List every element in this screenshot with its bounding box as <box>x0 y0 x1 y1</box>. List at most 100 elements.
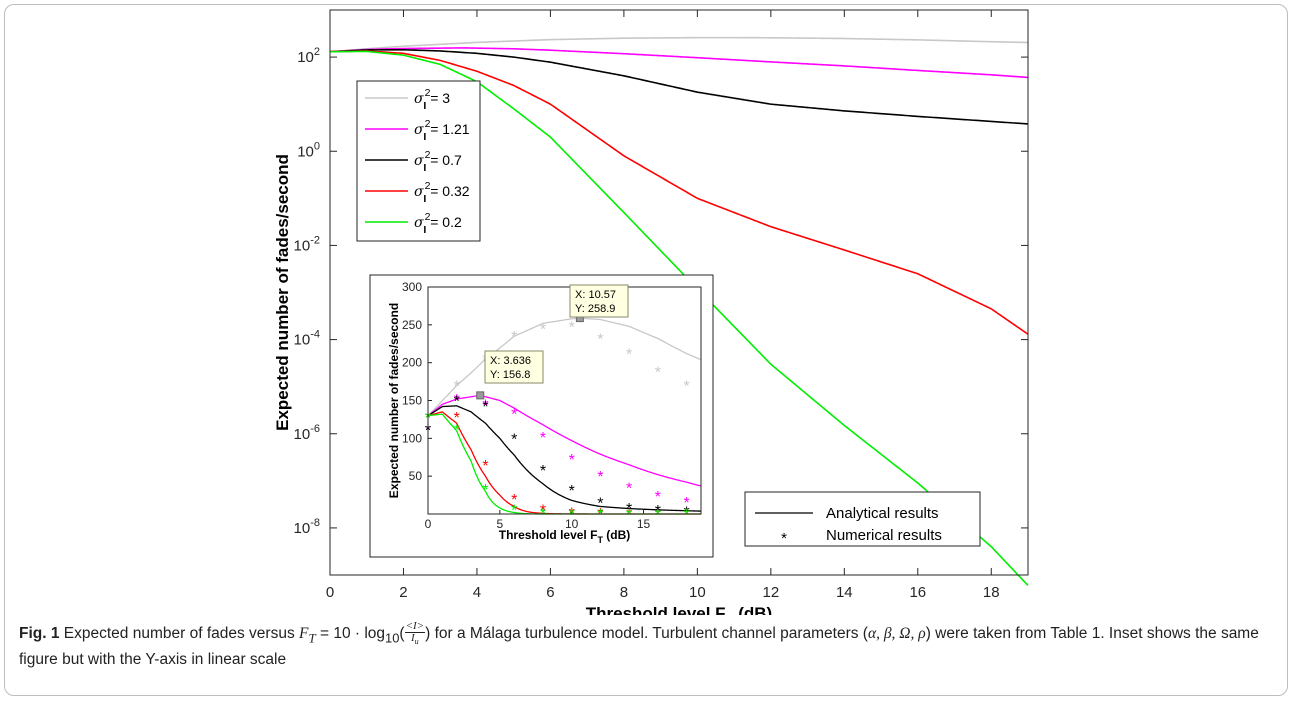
inset-datatip-box <box>569 284 629 318</box>
main-xtick-label: 12 <box>762 584 779 601</box>
inset-numerical-marker: * <box>482 399 488 416</box>
figure-caption: Fig. 1 Expected number of fades versus F… <box>19 620 1259 669</box>
inset-numerical-marker: * <box>626 481 632 498</box>
main-series-line <box>329 36 1029 53</box>
main-legend-box <box>356 80 481 242</box>
caption-label: Fig. 1 <box>19 625 60 643</box>
inset-numerical-marker: * <box>454 392 460 409</box>
inset-numerical-marker: * <box>482 397 488 414</box>
inset-numerical-marker: * <box>597 331 603 348</box>
inset-numerical-marker: * <box>597 469 603 486</box>
inset-datatip-y: Y: 156.8 <box>490 369 530 381</box>
figure-frame: 0 2 4 6 8 10 12 14 16 18 102 100 10-2 10-4 10-6 10-8 Thr… <box>4 4 1288 696</box>
inset-legend-box <box>744 491 981 547</box>
inset-numerical-marker: * <box>597 506 603 523</box>
caption-text-1: Expected number of fades versus <box>59 625 300 643</box>
main-series-line <box>329 47 1029 79</box>
caption-log-sub: 10 <box>385 630 400 646</box>
inset-datatip-x: X: 10.57 <box>575 289 616 301</box>
inset-numerical-marker: * <box>626 501 632 518</box>
main-legend-label: σ2 I = 0.32 <box>414 180 470 205</box>
main-ytick-label: 10-6 <box>294 423 320 443</box>
main-x-axis-label: Threshold level FT (dB) <box>586 604 772 615</box>
inset-datatip-marker <box>476 391 485 400</box>
inset-numerical-marker: * <box>454 410 460 427</box>
caption-frac-num: <I> <box>404 620 426 633</box>
inset-numerical-marker: * <box>569 483 575 500</box>
inset-numerical-marker: * <box>540 502 546 519</box>
caption-fraction: <I> Iu <box>404 620 426 647</box>
inset-xtick-label: 15 <box>637 517 651 531</box>
inset-numerical-marker: * <box>655 365 661 382</box>
main-legend: σ2 I = 3 σ2 I = 1.21 σ2 I = 0.7 σ2 I = 0.32 σ2 I … <box>356 80 481 242</box>
inset-numerical-marker: * <box>569 507 575 524</box>
caption-params: α, β, Ω, ρ <box>867 625 926 643</box>
inset-numerical-marker: * <box>511 502 517 519</box>
inset-datatip-y: Y: 258.9 <box>575 303 615 315</box>
caption-frac-den-sub: u <box>414 637 419 647</box>
inset-datatip-box <box>484 350 544 384</box>
caption-ft-sub: T <box>308 630 316 646</box>
inset-numerical-marker: * <box>684 507 690 524</box>
legend-analytical-label: Analytical results <box>826 505 939 522</box>
inset-xtick-label: 10 <box>565 517 579 531</box>
main-xtick-label: 14 <box>836 584 853 601</box>
inset-numerical-marker: * <box>540 506 546 523</box>
caption-ft: F <box>299 625 309 643</box>
main-ytick-label: 10-4 <box>294 329 320 349</box>
caption-frac-den-wrap: Iu <box>405 633 426 647</box>
inset-numerical-marker: * <box>684 495 690 512</box>
inset-numerical-marker: * <box>540 322 546 339</box>
main-legend-label: σ2 I = 0.7 <box>414 149 462 174</box>
inset-numerical-marker: * <box>454 378 460 395</box>
inset-numerical-marker: * <box>569 319 575 336</box>
inset-numerical-marker: * <box>655 503 661 520</box>
inset-ytick-label: 50 <box>409 469 423 483</box>
inset-axes-box <box>427 286 702 515</box>
inset-xtick-label: 5 <box>496 517 503 531</box>
inset-x-axis-label: Threshold level FT (dB) <box>499 528 631 545</box>
inset-numerical-marker: * <box>540 463 546 480</box>
inset-ytick-label: 150 <box>402 394 422 408</box>
main-axes-box <box>329 9 1029 576</box>
caption-text-4: ) were taken from Table 1. Inset shows t… <box>19 625 1259 669</box>
main-xtick-label: 10 <box>689 584 706 601</box>
figure-canvas: 0 2 4 6 8 10 12 14 16 1810210010-210-410-610-8Thr… <box>273 9 1029 615</box>
inset-numerical-marker: * <box>626 347 632 364</box>
inset-numerical-marker: * <box>569 452 575 469</box>
inset-numerical-marker: * <box>454 394 460 411</box>
inset-numerical-marker: * <box>655 489 661 506</box>
main-xtick-label: 16 <box>909 584 926 601</box>
inset-ytick-label: 100 <box>402 431 422 445</box>
inset-series-line <box>427 317 702 417</box>
caption-text-2: = 10 · log <box>315 625 386 643</box>
main-y-axis-label: Expected number of fades/second <box>273 154 292 431</box>
main-xtick-label: 8 <box>620 584 628 601</box>
main-xtick-label: 2 <box>399 584 407 601</box>
main-ytick-label: 102 <box>297 46 320 66</box>
inset-numerical-marker: * <box>511 492 517 509</box>
inset-datatip-x: X: 3.636 <box>490 355 531 367</box>
main-series-line <box>329 50 1029 586</box>
caption-frac-den: I <box>411 632 415 644</box>
inset-xtick-label: 0 <box>425 517 432 531</box>
main-xtick-label: 0 <box>326 584 334 601</box>
inset-ytick-label: 200 <box>402 356 422 370</box>
inset-numerical-marker: * <box>684 505 690 522</box>
inset-numerical-marker: * <box>511 431 517 448</box>
inset-numerical-marker: * <box>655 507 661 524</box>
main-series-line <box>329 48 1029 125</box>
inset-ytick-label: 250 <box>402 318 422 332</box>
main-xtick-label: 6 <box>546 584 554 601</box>
inset-numerical-marker: * <box>597 507 603 524</box>
main-xtick-label: 4 <box>473 584 481 601</box>
caption-text-3: for a Málaga turbulence model. Turbulent… <box>430 625 868 643</box>
inset-numerical-marker: * <box>626 507 632 524</box>
inset-numerical-marker: * <box>482 482 488 499</box>
inset-series-line <box>427 394 702 487</box>
inset-numerical-marker: * <box>540 430 546 447</box>
inset-numerical-marker: * <box>626 507 632 524</box>
inset-numerical-marker: * <box>597 496 603 513</box>
inset-numerical-marker: * <box>684 378 690 395</box>
